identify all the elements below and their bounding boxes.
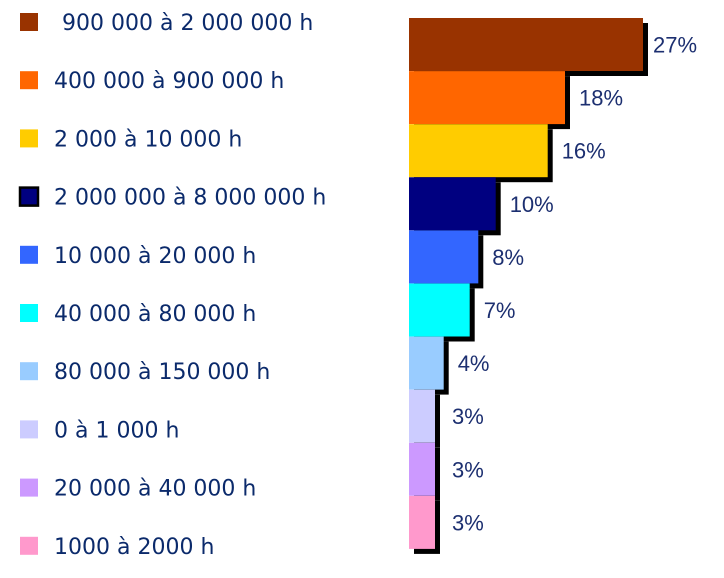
legend-item: 2 000 000 à 8 000 000 h bbox=[18, 186, 326, 211]
data-label: 8% bbox=[492, 245, 524, 270]
legend-label: 0 à 1 000 h bbox=[54, 418, 179, 443]
bar bbox=[409, 442, 435, 496]
bar bbox=[409, 336, 444, 390]
legend-item: 20 000 à 40 000 h bbox=[20, 477, 256, 502]
legend-item: 400 000 à 900 000 h bbox=[20, 69, 284, 94]
data-label: 3% bbox=[452, 457, 484, 482]
bar bbox=[409, 177, 496, 231]
legend-swatch bbox=[20, 478, 38, 497]
legend-swatch bbox=[20, 71, 38, 90]
bar bbox=[409, 389, 435, 443]
bar bbox=[409, 495, 435, 549]
data-label: 3% bbox=[452, 510, 484, 535]
legend-label: 1000 à 2000 h bbox=[54, 535, 214, 560]
legend-item: 40 000 à 80 000 h bbox=[20, 302, 256, 327]
legend-label: 2 000 000 à 8 000 000 h bbox=[54, 186, 326, 211]
legend-item: 2 000 à 10 000 h bbox=[20, 127, 242, 152]
legend-item: 80 000 à 150 000 h bbox=[20, 360, 270, 385]
legend-swatch bbox=[20, 13, 38, 31]
legend-label: 10 000 à 20 000 h bbox=[54, 244, 256, 269]
legend-label: 40 000 à 80 000 h bbox=[54, 302, 256, 327]
data-label: 16% bbox=[562, 139, 606, 164]
legend-label: 80 000 à 150 000 h bbox=[54, 360, 270, 385]
legend-item: 1000 à 2000 h bbox=[20, 535, 214, 560]
legend-swatch bbox=[18, 186, 40, 207]
data-label: 4% bbox=[458, 351, 490, 376]
bars: 27% 18% 16% 10% 8% 7% 4% 3% 3% 3% bbox=[409, 18, 697, 554]
legend-label: 900 000 à 2 000 000 h bbox=[62, 11, 313, 36]
legend-item: 900 000 à 2 000 000 h bbox=[20, 11, 313, 36]
bar bbox=[409, 230, 479, 284]
data-label: 27% bbox=[653, 33, 697, 58]
legend: 900 000 à 2 000 000 h 400 000 à 900 000 h… bbox=[18, 11, 326, 560]
legend-swatch bbox=[20, 362, 38, 381]
data-label: 7% bbox=[484, 298, 516, 323]
legend-item: 10 000 à 20 000 h bbox=[20, 244, 256, 269]
legend-swatch bbox=[20, 536, 38, 555]
bar bbox=[409, 71, 565, 125]
legend-label: 2 000 à 10 000 h bbox=[54, 127, 242, 152]
bar bbox=[409, 124, 548, 178]
legend-swatch bbox=[20, 304, 38, 322]
bar bbox=[409, 283, 470, 337]
legend-label: 400 000 à 900 000 h bbox=[54, 69, 284, 94]
data-label: 3% bbox=[452, 404, 484, 429]
bar bbox=[409, 18, 643, 71]
data-label: 10% bbox=[510, 192, 554, 217]
legend-swatch bbox=[20, 245, 38, 264]
data-label: 18% bbox=[579, 86, 623, 111]
legend-item: 0 à 1 000 h bbox=[20, 418, 179, 443]
legend-swatch bbox=[20, 129, 38, 148]
legend-label: 20 000 à 40 000 h bbox=[54, 477, 256, 502]
legend-swatch bbox=[20, 420, 38, 439]
